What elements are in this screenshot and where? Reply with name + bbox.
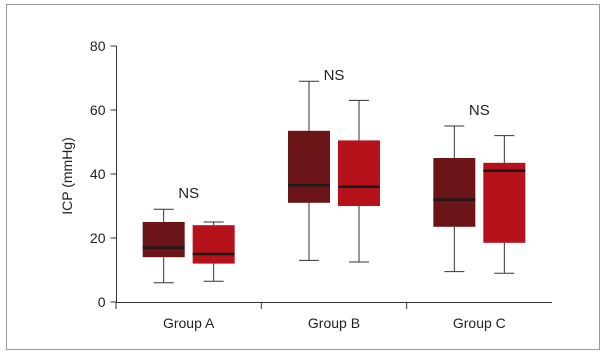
box-plot-item — [433, 125, 476, 273]
y-tick-label: 40 — [90, 166, 106, 182]
significance-label: NS — [178, 185, 199, 202]
box — [192, 225, 235, 264]
box-plot-item — [288, 80, 330, 261]
box — [288, 130, 330, 203]
y-axis: 0 20 40 60 80 — [90, 38, 117, 310]
significance-label: NS — [324, 67, 345, 84]
y-tick-label: 80 — [90, 38, 106, 54]
x-tick-label: Group C — [453, 315, 506, 331]
x-tick-label: Group B — [308, 315, 360, 331]
x-axis: Group A Group B Group C — [115, 302, 552, 331]
box-plot-item — [338, 99, 380, 263]
plot-area: NS NS NS — [142, 67, 526, 284]
y-tick-label: 60 — [90, 102, 106, 118]
y-tick-label: 20 — [90, 230, 106, 246]
box — [338, 140, 380, 206]
y-tick-label: 0 — [98, 294, 106, 310]
box-plot-item — [483, 135, 526, 274]
box — [433, 158, 476, 227]
x-tick-label: Group A — [163, 315, 215, 331]
box-plot-item — [192, 221, 235, 282]
box — [483, 162, 526, 243]
box — [142, 222, 185, 258]
y-axis-title: ICP (mmHg) — [59, 137, 75, 215]
significance-label: NS — [469, 102, 490, 119]
box-plot-item — [142, 208, 185, 284]
